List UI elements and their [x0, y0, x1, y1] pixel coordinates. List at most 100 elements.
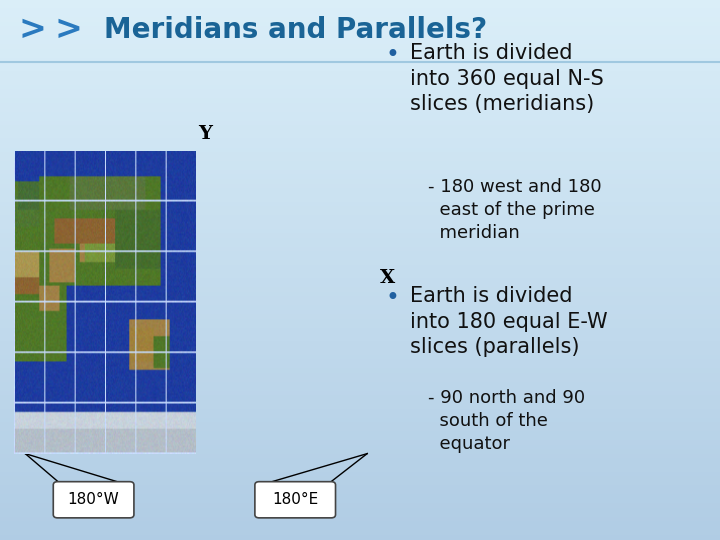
- Bar: [0, 77, 720, 81]
- Bar: [0, 351, 720, 355]
- Bar: [0, 504, 720, 509]
- Bar: [0, 472, 720, 477]
- Text: Meridians and Parallels?: Meridians and Parallels?: [104, 16, 487, 44]
- Bar: [0, 315, 720, 320]
- Bar: [0, 364, 720, 369]
- Bar: [0, 306, 720, 310]
- Bar: [0, 234, 720, 239]
- Bar: [0, 252, 720, 256]
- Bar: [0, 185, 720, 189]
- Text: 180°W: 180°W: [68, 492, 120, 507]
- Bar: [0, 378, 720, 382]
- Bar: [0, 104, 720, 108]
- Bar: [0, 310, 720, 315]
- Bar: [0, 176, 720, 180]
- Bar: [0, 342, 720, 347]
- Text: Earth is divided
into 360 equal N-S
slices (meridians): Earth is divided into 360 equal N-S slic…: [410, 43, 604, 114]
- Bar: [0, 216, 720, 220]
- Bar: [0, 153, 720, 158]
- Text: •: •: [385, 43, 399, 67]
- Text: 180°E: 180°E: [272, 492, 318, 507]
- Bar: [0, 301, 720, 306]
- FancyBboxPatch shape: [255, 482, 336, 518]
- Bar: [0, 230, 720, 234]
- Bar: [0, 31, 720, 36]
- Bar: [0, 382, 720, 387]
- Bar: [0, 459, 720, 463]
- Bar: [0, 297, 720, 301]
- Bar: [0, 239, 720, 243]
- Bar: [0, 536, 720, 540]
- Bar: [0, 266, 720, 270]
- Bar: [0, 288, 720, 293]
- Bar: [0, 122, 720, 126]
- Bar: [0, 517, 720, 522]
- Bar: [0, 23, 720, 27]
- Bar: [0, 441, 720, 445]
- Bar: [0, 144, 720, 148]
- Bar: [0, 225, 720, 229]
- Bar: [0, 374, 720, 378]
- Bar: [0, 90, 720, 94]
- Bar: [0, 4, 720, 9]
- Text: >: >: [18, 13, 46, 46]
- Bar: [0, 63, 720, 68]
- Bar: [0, 455, 720, 459]
- Bar: [0, 513, 720, 517]
- Bar: [0, 72, 720, 77]
- Bar: [0, 220, 720, 225]
- Bar: [0, 207, 720, 212]
- Bar: [0, 531, 720, 536]
- Bar: [0, 112, 720, 117]
- Bar: [0, 18, 720, 23]
- Bar: [0, 14, 720, 18]
- Bar: [0, 81, 720, 85]
- Bar: [0, 171, 720, 176]
- Bar: [0, 270, 720, 274]
- Bar: [0, 477, 720, 482]
- Bar: [0, 99, 720, 104]
- Bar: [0, 85, 720, 90]
- Text: •: •: [385, 286, 399, 310]
- Bar: [0, 117, 720, 122]
- Bar: [0, 54, 720, 58]
- Bar: [0, 58, 720, 63]
- Bar: [0, 450, 720, 455]
- Bar: [0, 490, 720, 495]
- Bar: [0, 166, 720, 171]
- Bar: [0, 338, 720, 342]
- Bar: [0, 108, 720, 112]
- Text: X: X: [379, 269, 395, 287]
- Bar: [0, 405, 720, 409]
- Bar: [0, 432, 720, 436]
- Bar: [0, 135, 720, 139]
- Bar: [0, 423, 720, 428]
- Bar: [0, 148, 720, 153]
- Bar: [0, 414, 720, 418]
- Bar: [0, 392, 720, 396]
- Bar: [0, 45, 720, 50]
- Text: >: >: [54, 13, 82, 46]
- Bar: [0, 482, 720, 486]
- Bar: [0, 293, 720, 297]
- Bar: [0, 320, 720, 324]
- Bar: [0, 387, 720, 392]
- Bar: [0, 396, 720, 401]
- Bar: [0, 193, 720, 198]
- Bar: [0, 212, 720, 216]
- Bar: [0, 495, 720, 500]
- Bar: [0, 36, 720, 40]
- Text: - 90 north and 90
  south of the
  equator: - 90 north and 90 south of the equator: [428, 389, 585, 453]
- Bar: [0, 202, 720, 207]
- Bar: [0, 509, 720, 513]
- Bar: [0, 126, 720, 131]
- Bar: [0, 180, 720, 185]
- Bar: [0, 274, 720, 279]
- Bar: [0, 139, 720, 144]
- Bar: [0, 189, 720, 193]
- Bar: [0, 9, 720, 14]
- Bar: [0, 486, 720, 490]
- Bar: [0, 418, 720, 423]
- Bar: [0, 0, 720, 4]
- Bar: [0, 131, 720, 135]
